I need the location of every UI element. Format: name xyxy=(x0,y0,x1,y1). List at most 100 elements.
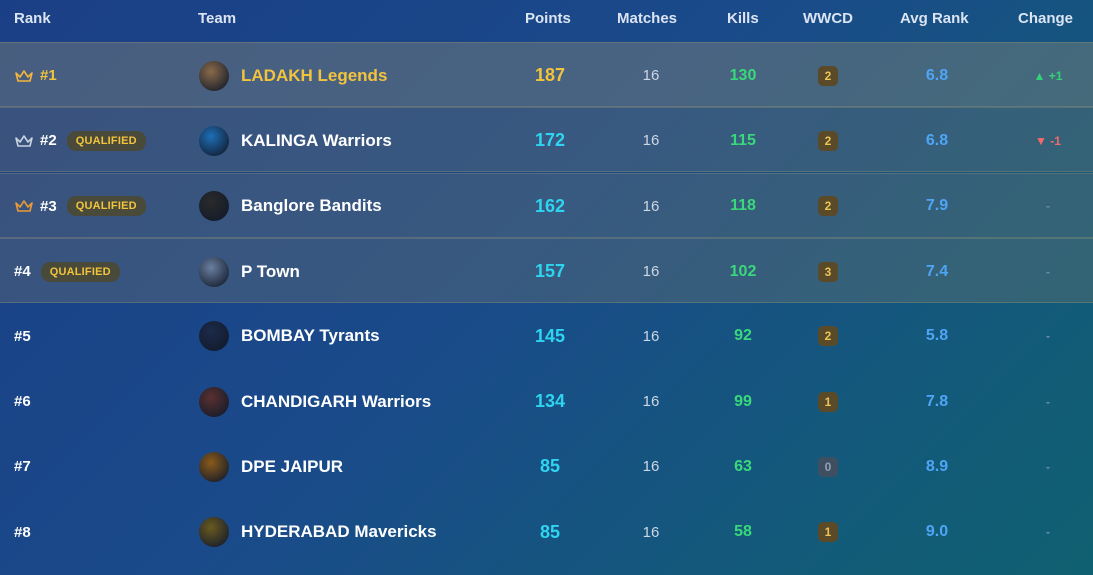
change-value: - xyxy=(1046,459,1050,474)
matches-value: 16 xyxy=(642,458,660,476)
wwcd-cell: 2 xyxy=(808,43,848,108)
team-name[interactable]: P Town xyxy=(241,261,300,281)
header-kills[interactable]: Kills xyxy=(727,10,759,27)
table-row[interactable]: #8 HYDERABAD Mavericks 85 16 58 9.0 1 - xyxy=(0,500,1093,565)
header-matches[interactable]: Matches xyxy=(617,10,678,27)
table-row[interactable]: #6 CHANDIGARH Warriors 134 16 99 7.8 1 - xyxy=(0,369,1093,434)
change-cell: - xyxy=(1018,369,1078,434)
rank-cell: #3 QUALIFIED xyxy=(14,174,146,239)
avg-rank-value: 7.9 xyxy=(925,197,949,215)
team-logo-icon xyxy=(199,191,229,222)
table-header: Rank Team Points Matches Kills WWCD Avg … xyxy=(0,0,1093,42)
team-name[interactable]: CHANDIGARH Warriors xyxy=(241,391,432,411)
wwcd-badge: 1 xyxy=(818,391,838,412)
avg-rank-value-cell: 5.8 xyxy=(897,304,977,369)
change-value: - xyxy=(1046,264,1050,279)
team-logo-icon xyxy=(199,125,229,156)
matches-value: 16 xyxy=(642,523,660,541)
header-wwcd[interactable]: WWCD xyxy=(803,10,853,27)
rank-number: #8 xyxy=(14,523,31,541)
change-cell: ▼ -1 xyxy=(1018,108,1078,173)
points-value-cell: 134 xyxy=(510,369,590,434)
wwcd-cell: 2 xyxy=(808,304,848,369)
avg-rank-value: 9.0 xyxy=(925,523,949,541)
change-cell: ▲ +1 xyxy=(1018,43,1078,108)
change-cell: - xyxy=(1018,434,1078,499)
points-value: 85 xyxy=(539,456,561,477)
rank-cell: #4 QUALIFIED xyxy=(14,239,120,304)
wwcd-cell: 2 xyxy=(808,174,848,239)
kills-value-cell: 102 xyxy=(703,239,783,304)
crown-icon xyxy=(15,135,33,147)
team-cell: BOMBAY Tyrants xyxy=(199,304,380,369)
points-value-cell: 172 xyxy=(510,108,590,173)
avg-rank-value-cell: 7.8 xyxy=(897,369,977,434)
avg-rank-value-cell: 7.4 xyxy=(897,239,977,304)
table-row[interactable]: #1 LADAKH Legends 187 16 130 6.8 2 ▲ +1 xyxy=(0,42,1093,107)
table-row[interactable]: #5 BOMBAY Tyrants 145 16 92 5.8 2 - xyxy=(0,304,1093,369)
team-name[interactable]: LADAKH Legends xyxy=(241,65,388,85)
rank-number: #2 xyxy=(40,132,57,150)
wwcd-cell: 1 xyxy=(808,369,848,434)
table-row[interactable]: #3 QUALIFIED Banglore Bandits 162 16 118 7.9 2 - xyxy=(0,172,1093,239)
matches-value: 16 xyxy=(642,132,660,150)
table-row[interactable]: #4 QUALIFIED P Town 157 16 102 7.4 3 - xyxy=(0,238,1093,304)
avg-rank-value: 6.8 xyxy=(925,66,949,84)
qualified-badge: QUALIFIED xyxy=(40,261,120,282)
change-value: - xyxy=(1046,199,1050,214)
qualified-badge: QUALIFIED xyxy=(66,130,146,151)
rank-number: #3 xyxy=(40,197,57,215)
table-row[interactable]: #2 QUALIFIED KALINGA Warriors 172 16 115 6.8 2 ▼… xyxy=(0,107,1093,173)
team-logo-icon xyxy=(199,386,229,417)
matches-value-cell: 16 xyxy=(611,500,691,565)
team-logo-icon xyxy=(199,256,229,287)
rank-cell: #5 xyxy=(14,304,31,369)
points-value: 172 xyxy=(534,130,566,151)
header-change[interactable]: Change xyxy=(1018,10,1074,27)
rank-cell: #1 xyxy=(14,43,57,108)
team-name[interactable]: Banglore Bandits xyxy=(241,196,382,216)
points-value: 134 xyxy=(534,391,566,411)
points-value-cell: 145 xyxy=(510,304,590,369)
team-cell: DPE JAIPUR xyxy=(199,434,343,499)
change-cell: - xyxy=(1018,239,1078,304)
team-name[interactable]: BOMBAY Tyrants xyxy=(241,326,380,346)
team-name[interactable]: KALINGA Warriors xyxy=(241,130,392,150)
header-rank[interactable]: Rank xyxy=(14,10,51,27)
team-name[interactable]: DPE JAIPUR xyxy=(241,456,344,476)
team-cell: HYDERABAD Mavericks xyxy=(199,500,437,565)
avg-rank-value: 7.8 xyxy=(925,392,949,410)
team-cell: LADAKH Legends xyxy=(199,43,387,108)
wwcd-badge: 2 xyxy=(818,65,838,86)
header-points[interactable]: Points xyxy=(525,10,571,27)
wwcd-badge: 2 xyxy=(818,196,838,217)
rank-cell: #7 xyxy=(14,434,31,499)
crown-icon xyxy=(15,200,33,213)
rank-cell: #8 xyxy=(14,500,31,565)
points-value: 145 xyxy=(534,325,566,346)
matches-value-cell: 16 xyxy=(611,174,691,239)
crown-icon xyxy=(15,69,33,82)
team-cell: P Town xyxy=(199,239,300,304)
change-cell: - xyxy=(1018,304,1078,369)
table-row[interactable]: #7 DPE JAIPUR 85 16 63 8.9 0 - xyxy=(0,434,1093,499)
team-name[interactable]: HYDERABAD Mavericks xyxy=(241,522,437,542)
matches-value-cell: 16 xyxy=(611,239,691,304)
change-value: - xyxy=(1046,525,1050,540)
rank-number: #7 xyxy=(14,458,31,476)
points-value-cell: 157 xyxy=(510,239,590,304)
avg-rank-value-cell: 9.0 xyxy=(897,500,977,565)
header-team[interactable]: Team xyxy=(198,10,237,27)
matches-value: 16 xyxy=(642,263,660,281)
avg-rank-value: 8.9 xyxy=(925,457,949,475)
wwcd-badge: 1 xyxy=(818,522,838,543)
points-value: 85 xyxy=(539,521,561,542)
wwcd-badge: 2 xyxy=(818,326,838,347)
header-avg-rank[interactable]: Avg Rank xyxy=(900,10,969,27)
change-value: - xyxy=(1046,394,1050,409)
avg-rank-value: 7.4 xyxy=(925,262,949,280)
rank-number: #6 xyxy=(14,393,31,410)
wwcd-cell: 2 xyxy=(808,108,848,173)
points-value: 162 xyxy=(534,195,566,216)
